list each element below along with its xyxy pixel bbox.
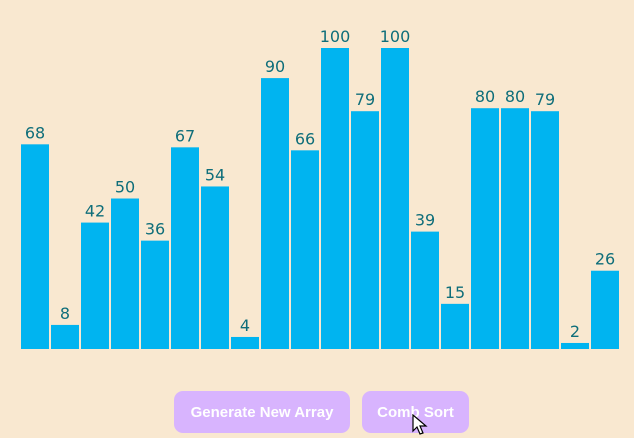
bar (141, 240, 169, 349)
bar-value-label: 2 (570, 322, 580, 341)
bar-value-label: 36 (145, 220, 165, 239)
bar (51, 324, 79, 349)
bar (201, 186, 229, 349)
bar (171, 147, 199, 349)
generate-new-array-button[interactable]: Generate New Array (174, 391, 350, 433)
bar-value-label: 67 (175, 126, 195, 145)
bar-value-label: 54 (205, 165, 225, 184)
bar-chart: 68 8 42 50 36 67 54 4 90 66 100 79 100 39 15 80 80 79 2 26 (21, 27, 619, 350)
bar (381, 48, 409, 349)
bar (291, 150, 319, 349)
bar (411, 231, 439, 349)
bar-value-label: 80 (505, 87, 525, 106)
bar (231, 336, 259, 349)
bar (351, 111, 379, 350)
bar-value-label: 79 (535, 90, 555, 109)
bar (531, 111, 559, 350)
bar-value-label: 50 (115, 178, 135, 197)
bar (501, 108, 529, 349)
bar-value-label: 90 (265, 57, 285, 76)
bar-value-label: 39 (415, 211, 435, 230)
bar (111, 198, 139, 349)
bar-value-label: 26 (595, 250, 615, 269)
mouse-cursor-icon (412, 414, 428, 435)
bar-value-label: 66 (295, 129, 315, 148)
bar (321, 48, 349, 349)
bar (471, 108, 499, 349)
bar (441, 303, 469, 349)
bar (591, 270, 619, 349)
bar-value-label: 8 (60, 304, 70, 323)
bar (81, 222, 109, 349)
bar-value-label: 42 (85, 202, 105, 221)
bar (21, 144, 49, 349)
bar-value-label: 4 (240, 316, 250, 335)
bar (561, 342, 589, 349)
bar (261, 78, 289, 349)
bar-value-label: 15 (445, 283, 465, 302)
bar-value-label: 100 (380, 27, 411, 46)
bar-value-label: 68 (25, 123, 45, 142)
bar-value-label: 100 (320, 27, 351, 46)
bar-value-label: 79 (355, 90, 375, 109)
bar-value-label: 80 (475, 87, 495, 106)
